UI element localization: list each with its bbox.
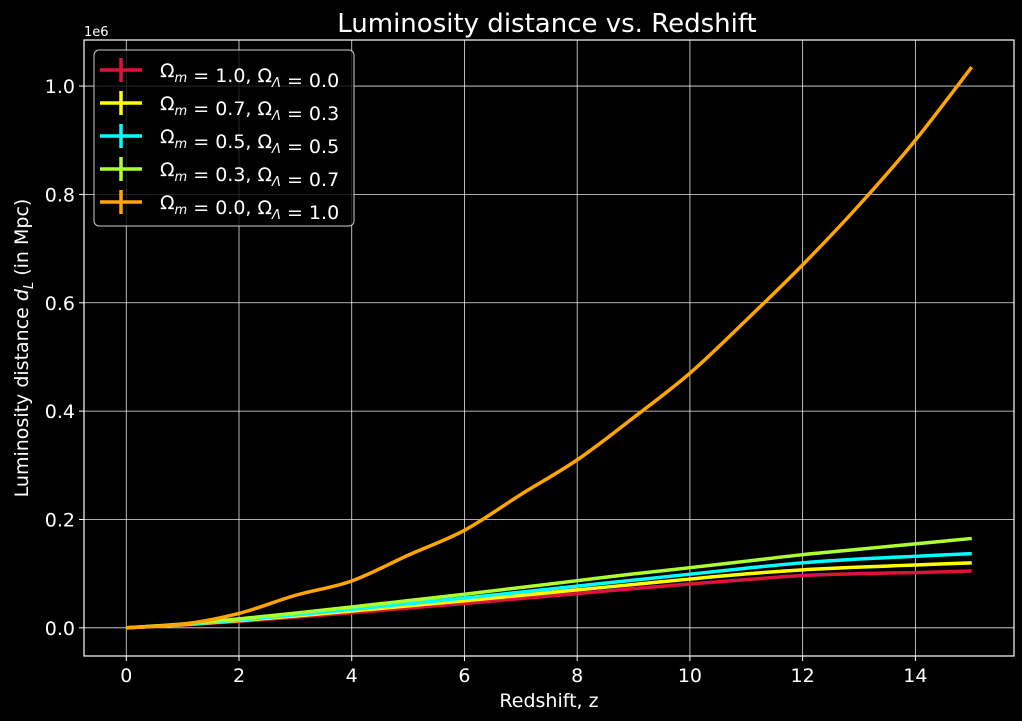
tick-layer: 0 2 4 6 8 10 12 14 0.0 0.2 0.4 0.6 0.8 1.0: [45, 76, 928, 687]
x-tick-label: 2: [233, 665, 245, 687]
y-offset-label: 1e6: [84, 25, 109, 40]
x-tick-label: 14: [903, 665, 927, 687]
x-tick-label: 12: [791, 665, 815, 687]
series-line: [126, 66, 974, 630]
legend-label: Ωm = 0.0, ΩΛ = 1.0: [160, 192, 339, 224]
series-layer: [126, 66, 974, 630]
legend: Ωm = 1.0, ΩΛ = 0.0Ωm = 0.7, ΩΛ = 0.3Ωm =…: [93, 49, 355, 227]
y-axis-title-main: Luminosity distance: [11, 301, 33, 497]
y-axis-title-subscript: L: [22, 282, 37, 289]
x-tick-label: 0: [120, 665, 132, 687]
y-tick-label: 1.0: [45, 76, 75, 98]
x-tick-label: 10: [678, 665, 702, 687]
legend-box: [93, 49, 355, 227]
chart-title: Luminosity distance vs. Redshift: [337, 9, 757, 39]
axes-layer: [83, 39, 1015, 657]
y-axis-title-symbol: d: [11, 288, 33, 301]
x-axis-title: Redshift, z: [499, 690, 598, 712]
legend-label: Ωm = 0.7, ΩΛ = 0.3: [160, 93, 339, 125]
x-tick-label: 4: [346, 665, 358, 687]
y-tick-label: 0.8: [45, 184, 75, 206]
x-tick-label: 8: [571, 665, 583, 687]
plot-frame: [83, 39, 1015, 657]
y-tick-label: 0.4: [45, 401, 75, 423]
y-tick-label: 0.2: [45, 509, 75, 531]
y-axis-title-unit: (in Mpc): [11, 199, 33, 282]
legend-label: Ωm = 0.3, ΩΛ = 0.7: [160, 159, 339, 191]
y-tick-label: 0.0: [45, 618, 75, 640]
series-line: [126, 536, 972, 630]
y-axis-title: Luminosity distance dL (in Mpc): [11, 199, 37, 498]
legend-label: Ωm = 0.5, ΩΛ = 0.5: [160, 126, 339, 158]
legend-label: Ωm = 1.0, ΩΛ = 0.0: [160, 60, 339, 92]
y-tick-label: 0.6: [45, 293, 75, 315]
x-tick-label: 6: [458, 665, 470, 687]
